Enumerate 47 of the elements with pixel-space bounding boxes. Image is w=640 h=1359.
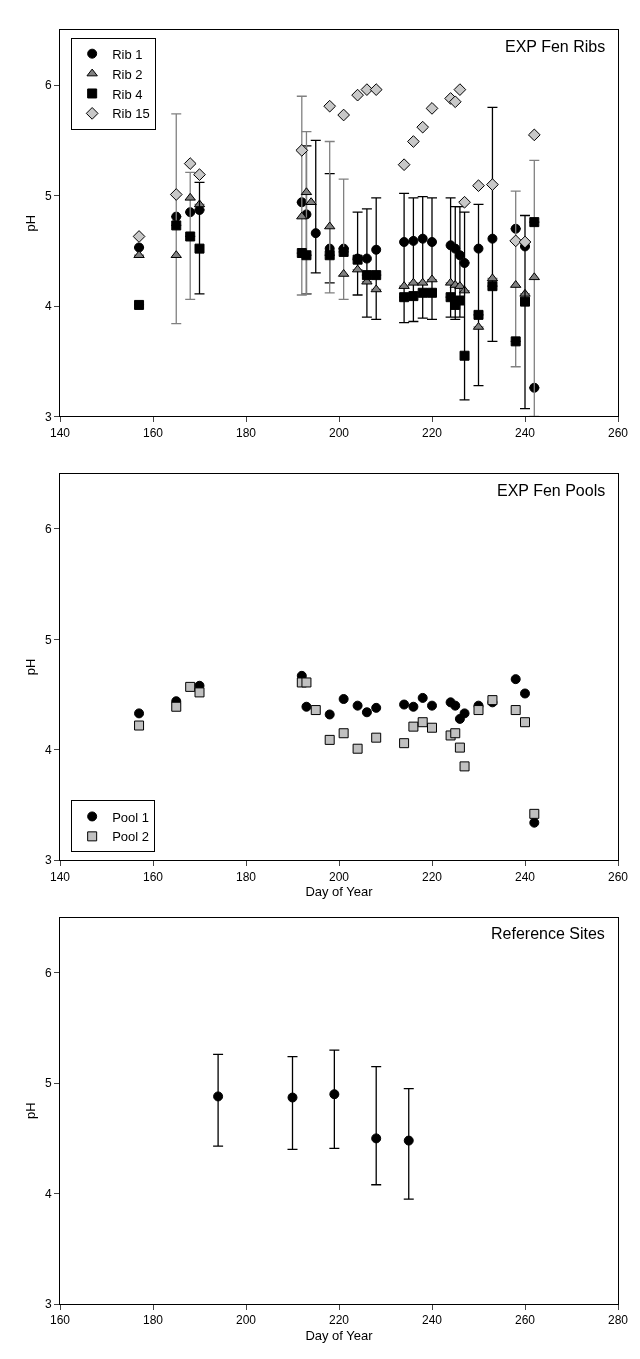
x-tick-label: 180 xyxy=(235,869,257,884)
y-tick-label: 6 xyxy=(44,522,52,537)
y-axis-title: pH xyxy=(22,214,38,232)
legend-label: Pool 2 xyxy=(112,829,150,845)
x-tick-label: 200 xyxy=(328,425,350,440)
x-tick-label: 220 xyxy=(421,425,443,440)
x-tick-label: 240 xyxy=(514,869,536,884)
x-tick-label: 240 xyxy=(514,425,536,440)
x-tick-label: 260 xyxy=(607,869,629,884)
x-tick-label: 220 xyxy=(421,869,443,884)
y-axis-title: pH xyxy=(22,1102,38,1120)
legend-label: Rib 2 xyxy=(112,66,143,82)
x-tick-label: 240 xyxy=(421,1313,443,1328)
y-tick-label: 3 xyxy=(44,853,52,868)
legend-label: Pool 1 xyxy=(112,809,150,825)
legend-label: Rib 1 xyxy=(112,46,143,62)
text: EXP Fen Ribs xyxy=(505,38,606,55)
y-tick-label: 5 xyxy=(44,1076,52,1091)
y-tick-label: 6 xyxy=(44,965,52,980)
x-tick-label: 280 xyxy=(607,1313,629,1328)
text: EXP Fen Pools xyxy=(497,482,606,499)
x-tick-label: 180 xyxy=(142,1313,164,1328)
y-tick-label: 3 xyxy=(44,1297,52,1312)
x-axis-title: Day of Year xyxy=(305,1328,374,1343)
legend-label: Rib 15 xyxy=(112,106,150,122)
y-tick-label: 3 xyxy=(44,409,52,424)
y-tick-label: 6 xyxy=(44,78,52,93)
x-tick-label: 260 xyxy=(607,425,629,440)
y-tick-label: 4 xyxy=(44,1186,52,1201)
y-tick-label: 5 xyxy=(44,188,52,203)
x-tick-label: 220 xyxy=(328,1313,350,1328)
x-tick-label: 160 xyxy=(142,425,164,440)
x-tick-label: 160 xyxy=(142,869,164,884)
x-axis-title: Day of Year xyxy=(305,884,374,900)
y-tick-label: 4 xyxy=(44,743,52,758)
x-tick-label: 140 xyxy=(49,425,71,440)
x-tick-label: 180 xyxy=(235,425,257,440)
chart-title: Reference Sites xyxy=(491,925,605,942)
x-tick-label: 260 xyxy=(514,1313,536,1328)
x-tick-label: 200 xyxy=(235,1313,257,1328)
y-axis-title: pH xyxy=(22,658,38,676)
x-tick-label: 140 xyxy=(49,869,71,884)
y-tick-label: 5 xyxy=(44,632,52,647)
x-tick-label: 200 xyxy=(328,869,350,884)
x-tick-label: 160 xyxy=(49,1313,71,1328)
y-tick-label: 4 xyxy=(44,299,52,314)
legend-label: Rib 4 xyxy=(112,86,143,102)
